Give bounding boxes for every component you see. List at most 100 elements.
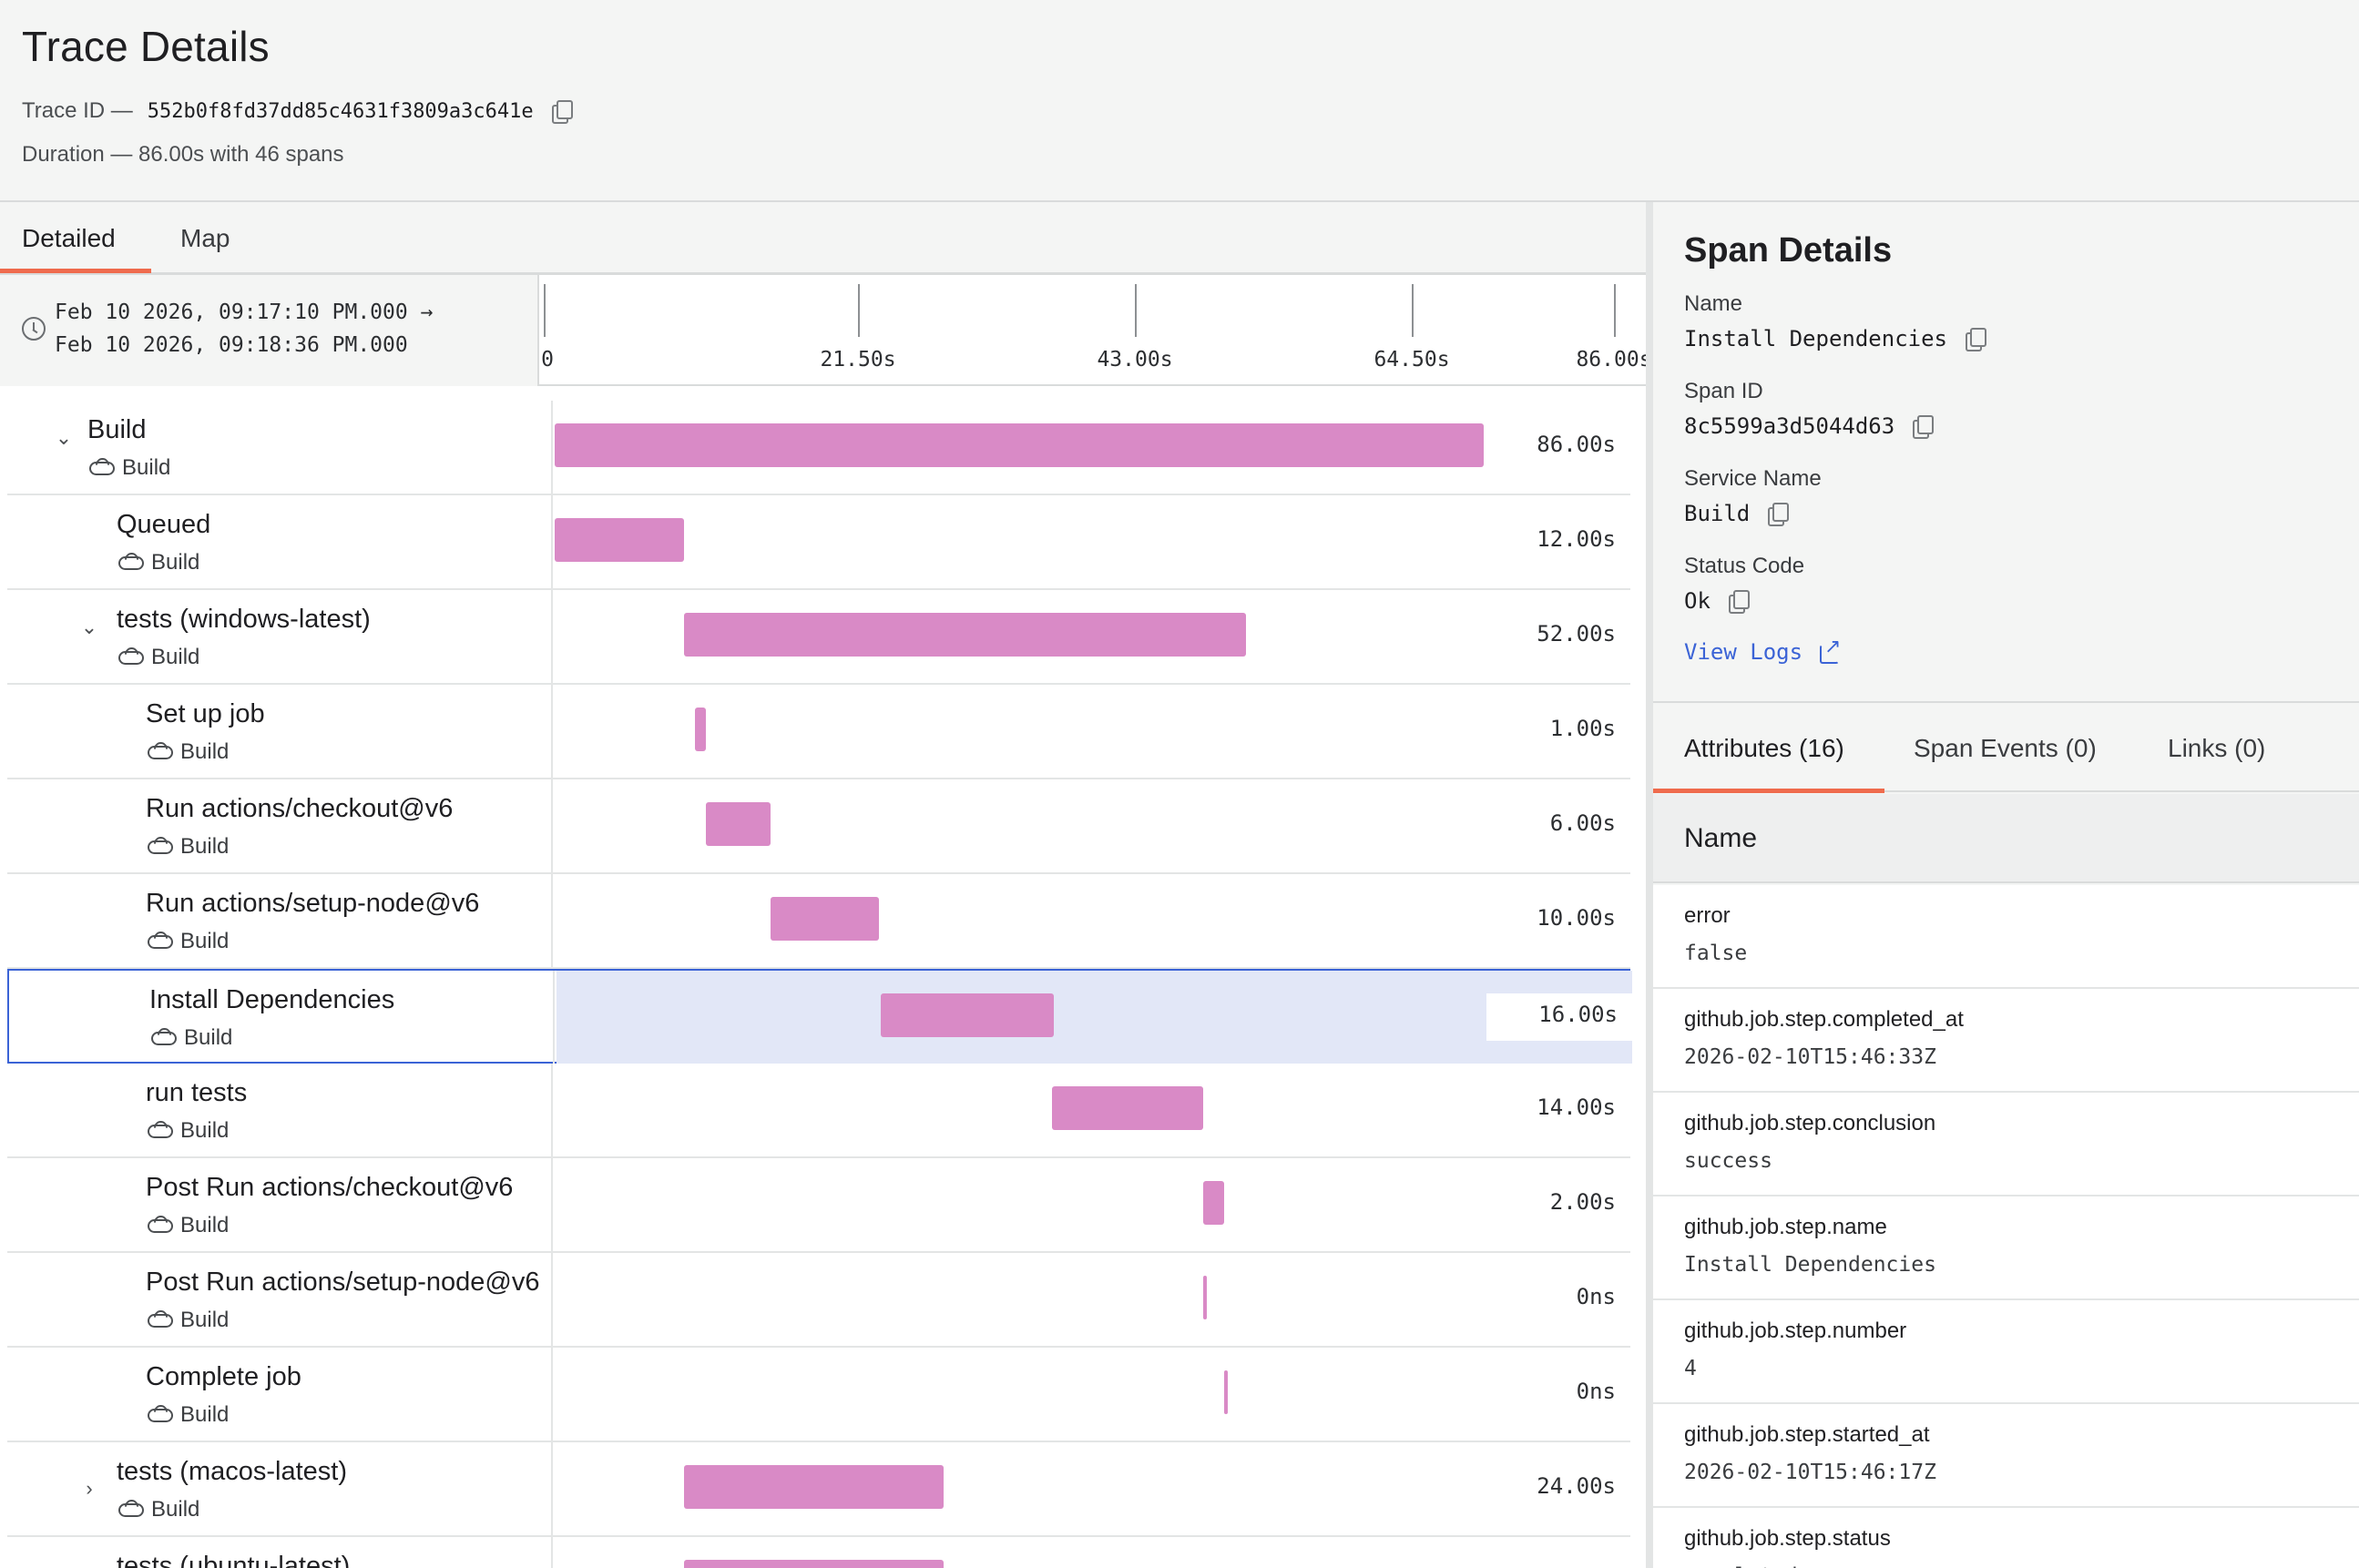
span-name: Run actions/setup-node@v6 (146, 889, 480, 918)
span-service-label: Build (180, 739, 230, 764)
span-row[interactable]: run tests Build 14.00s (7, 1064, 1630, 1158)
attribute-row: github.job.step.completed_at 2026-02-10T1… (1653, 989, 2359, 1093)
page-title: Trace Details (22, 23, 270, 70)
chevron-right-icon[interactable]: › (86, 1477, 93, 1500)
copy-icon[interactable] (1766, 502, 1790, 526)
cloud-icon (118, 555, 144, 570)
span-name: tests (windows-latest) (117, 605, 371, 634)
span-bar-area: 86.00s (555, 401, 1630, 494)
span-name: Post Run actions/checkout@v6 (146, 1173, 514, 1202)
span-row[interactable]: Queued Build 12.00s (7, 495, 1630, 590)
copy-icon[interactable] (1911, 414, 1935, 439)
copy-icon[interactable] (1964, 327, 1986, 351)
tab-span-events[interactable]: Span Events (0) (1914, 734, 2097, 762)
attribute-key: error (1684, 903, 1731, 928)
span-bar[interactable] (1224, 1370, 1229, 1414)
tab-map[interactable]: Map (180, 224, 230, 252)
span-row[interactable]: Complete job Build 0ns (7, 1348, 1630, 1442)
detail-tabs: Attributes (16) Span Events (0) Links (0… (1653, 701, 2359, 793)
span-name-cell: Complete job Build (7, 1348, 553, 1441)
span-row[interactable]: Post Run actions/setup-node@v6 Build 0ns (7, 1253, 1630, 1348)
span-duration: 14.00s (1537, 1095, 1616, 1120)
span-id-label: Span ID (1684, 379, 1763, 403)
attribute-key: github.job.step.status (1684, 1526, 1891, 1551)
span-duration: 16.00s (1538, 1002, 1618, 1027)
span-name-cell: ›tests (ubuntu-latest)Build (7, 1537, 553, 1568)
span-row[interactable]: Post Run actions/checkout@v6 Build 2.00s (7, 1158, 1630, 1253)
axis-tick-label: 43.00s (1097, 348, 1173, 372)
copy-icon[interactable] (1727, 589, 1750, 614)
attribute-row: error false (1653, 885, 2359, 989)
span-duration: 24.00s (1537, 1473, 1616, 1499)
attribute-row: github.job.step.conclusion success (1653, 1093, 2359, 1196)
span-bar[interactable] (684, 1560, 944, 1568)
panel-resize-handle[interactable] (1646, 202, 1653, 1568)
span-service: Build (148, 1118, 229, 1144)
axis-tick-label: 21.50s (820, 348, 896, 372)
status-code-field: Ok (1684, 588, 1750, 614)
span-bar[interactable] (1051, 1086, 1203, 1130)
span-bar[interactable] (684, 1465, 944, 1509)
trace-header: Trace Details Trace ID — 552b0f8fd37dd85… (0, 0, 2359, 202)
span-duration: 0ns (1576, 1284, 1616, 1309)
cloud-icon (148, 1218, 173, 1233)
span-bar[interactable] (1202, 1276, 1207, 1319)
trace-id-label: Trace ID — (22, 98, 133, 123)
axis-tick-label: 64.50s (1374, 348, 1450, 372)
span-bar[interactable] (706, 802, 771, 846)
span-bar[interactable] (684, 613, 1247, 657)
span-name: Run actions/checkout@v6 (146, 794, 454, 823)
span-bar-area: 10.00s (555, 874, 1630, 967)
service-name-field: Build (1684, 501, 1790, 526)
span-name: Post Run actions/setup-node@v6 (146, 1268, 540, 1297)
attribute-key: github.job.step.number (1684, 1319, 1907, 1343)
tab-links[interactable]: Links (0) (2168, 734, 2266, 762)
span-bar-area: 14.00s (555, 1064, 1630, 1156)
attribute-row: github.job.step.started_at 2026-02-10T15:… (1653, 1404, 2359, 1508)
span-row[interactable]: Run actions/setup-node@v6 Build 10.00s (7, 874, 1630, 969)
timeline-header: Feb 10 2026, 09:17:10 PM.000 → Feb 10 20… (0, 275, 1652, 386)
span-name-cell: Set up job Build (7, 685, 553, 778)
span-duration: 86.00s (1537, 432, 1616, 457)
duration-highlight (1486, 993, 1632, 1041)
span-service: Build (148, 739, 229, 765)
cloud-icon (148, 934, 173, 949)
cloud-icon (148, 1408, 173, 1422)
span-name-cell: Run actions/checkout@v6 Build (7, 779, 553, 872)
tab-detailed[interactable]: Detailed (22, 224, 116, 252)
span-bar[interactable] (1202, 1181, 1225, 1225)
span-row[interactable]: ›tests (ubuntu-latest)Build (7, 1537, 1630, 1568)
cloud-icon (89, 461, 115, 475)
span-row[interactable]: Set up job Build 1.00s (7, 685, 1630, 779)
span-row[interactable]: ⌄ tests (windows-latest) Build 52.00s (7, 590, 1630, 685)
view-logs-link[interactable]: View Logs (1684, 636, 1841, 665)
span-bar[interactable] (695, 708, 707, 751)
name-label: Name (1684, 291, 1743, 316)
span-name-cell: › tests (macos-latest) Build (7, 1442, 553, 1535)
range-end: Feb 10 2026, 09:18:36 PM.000 (55, 333, 408, 357)
span-bar[interactable] (555, 423, 1484, 467)
attribute-row: github.job.step.name Install Dependencies (1653, 1196, 2359, 1300)
span-name: Set up job (146, 699, 265, 728)
chevron-down-icon[interactable]: ⌄ (55, 426, 73, 449)
attributes-table-header: Name (1653, 794, 2359, 883)
span-row[interactable]: ⌄ Build Build 86.00s (7, 401, 1630, 495)
attribute-value: false (1684, 942, 1748, 965)
span-duration: 12.00s (1537, 526, 1616, 552)
copy-icon[interactable] (550, 99, 573, 124)
span-row[interactable]: › tests (macos-latest) Build 24.00s (7, 1442, 1630, 1537)
span-bar[interactable] (555, 518, 685, 562)
span-row-selected[interactable]: Install Dependencies Build 16.00s (7, 969, 1632, 1064)
span-service-label: Build (151, 645, 200, 669)
span-row[interactable]: Run actions/checkout@v6 Build 6.00s (7, 779, 1630, 874)
attribute-value: 2026-02-10T15:46:33Z (1684, 1045, 1936, 1069)
span-bar[interactable] (880, 993, 1054, 1037)
status-code-value: Ok (1684, 588, 1711, 614)
span-bar-area: 0ns (555, 1348, 1630, 1441)
attribute-value: completed (1684, 1564, 1798, 1568)
chevron-down-icon[interactable]: ⌄ (80, 616, 98, 638)
cloud-icon (148, 1124, 173, 1138)
axis-tick-label: 0 (541, 348, 554, 372)
tab-attributes[interactable]: Attributes (16) (1684, 734, 1844, 762)
span-bar[interactable] (771, 897, 879, 941)
